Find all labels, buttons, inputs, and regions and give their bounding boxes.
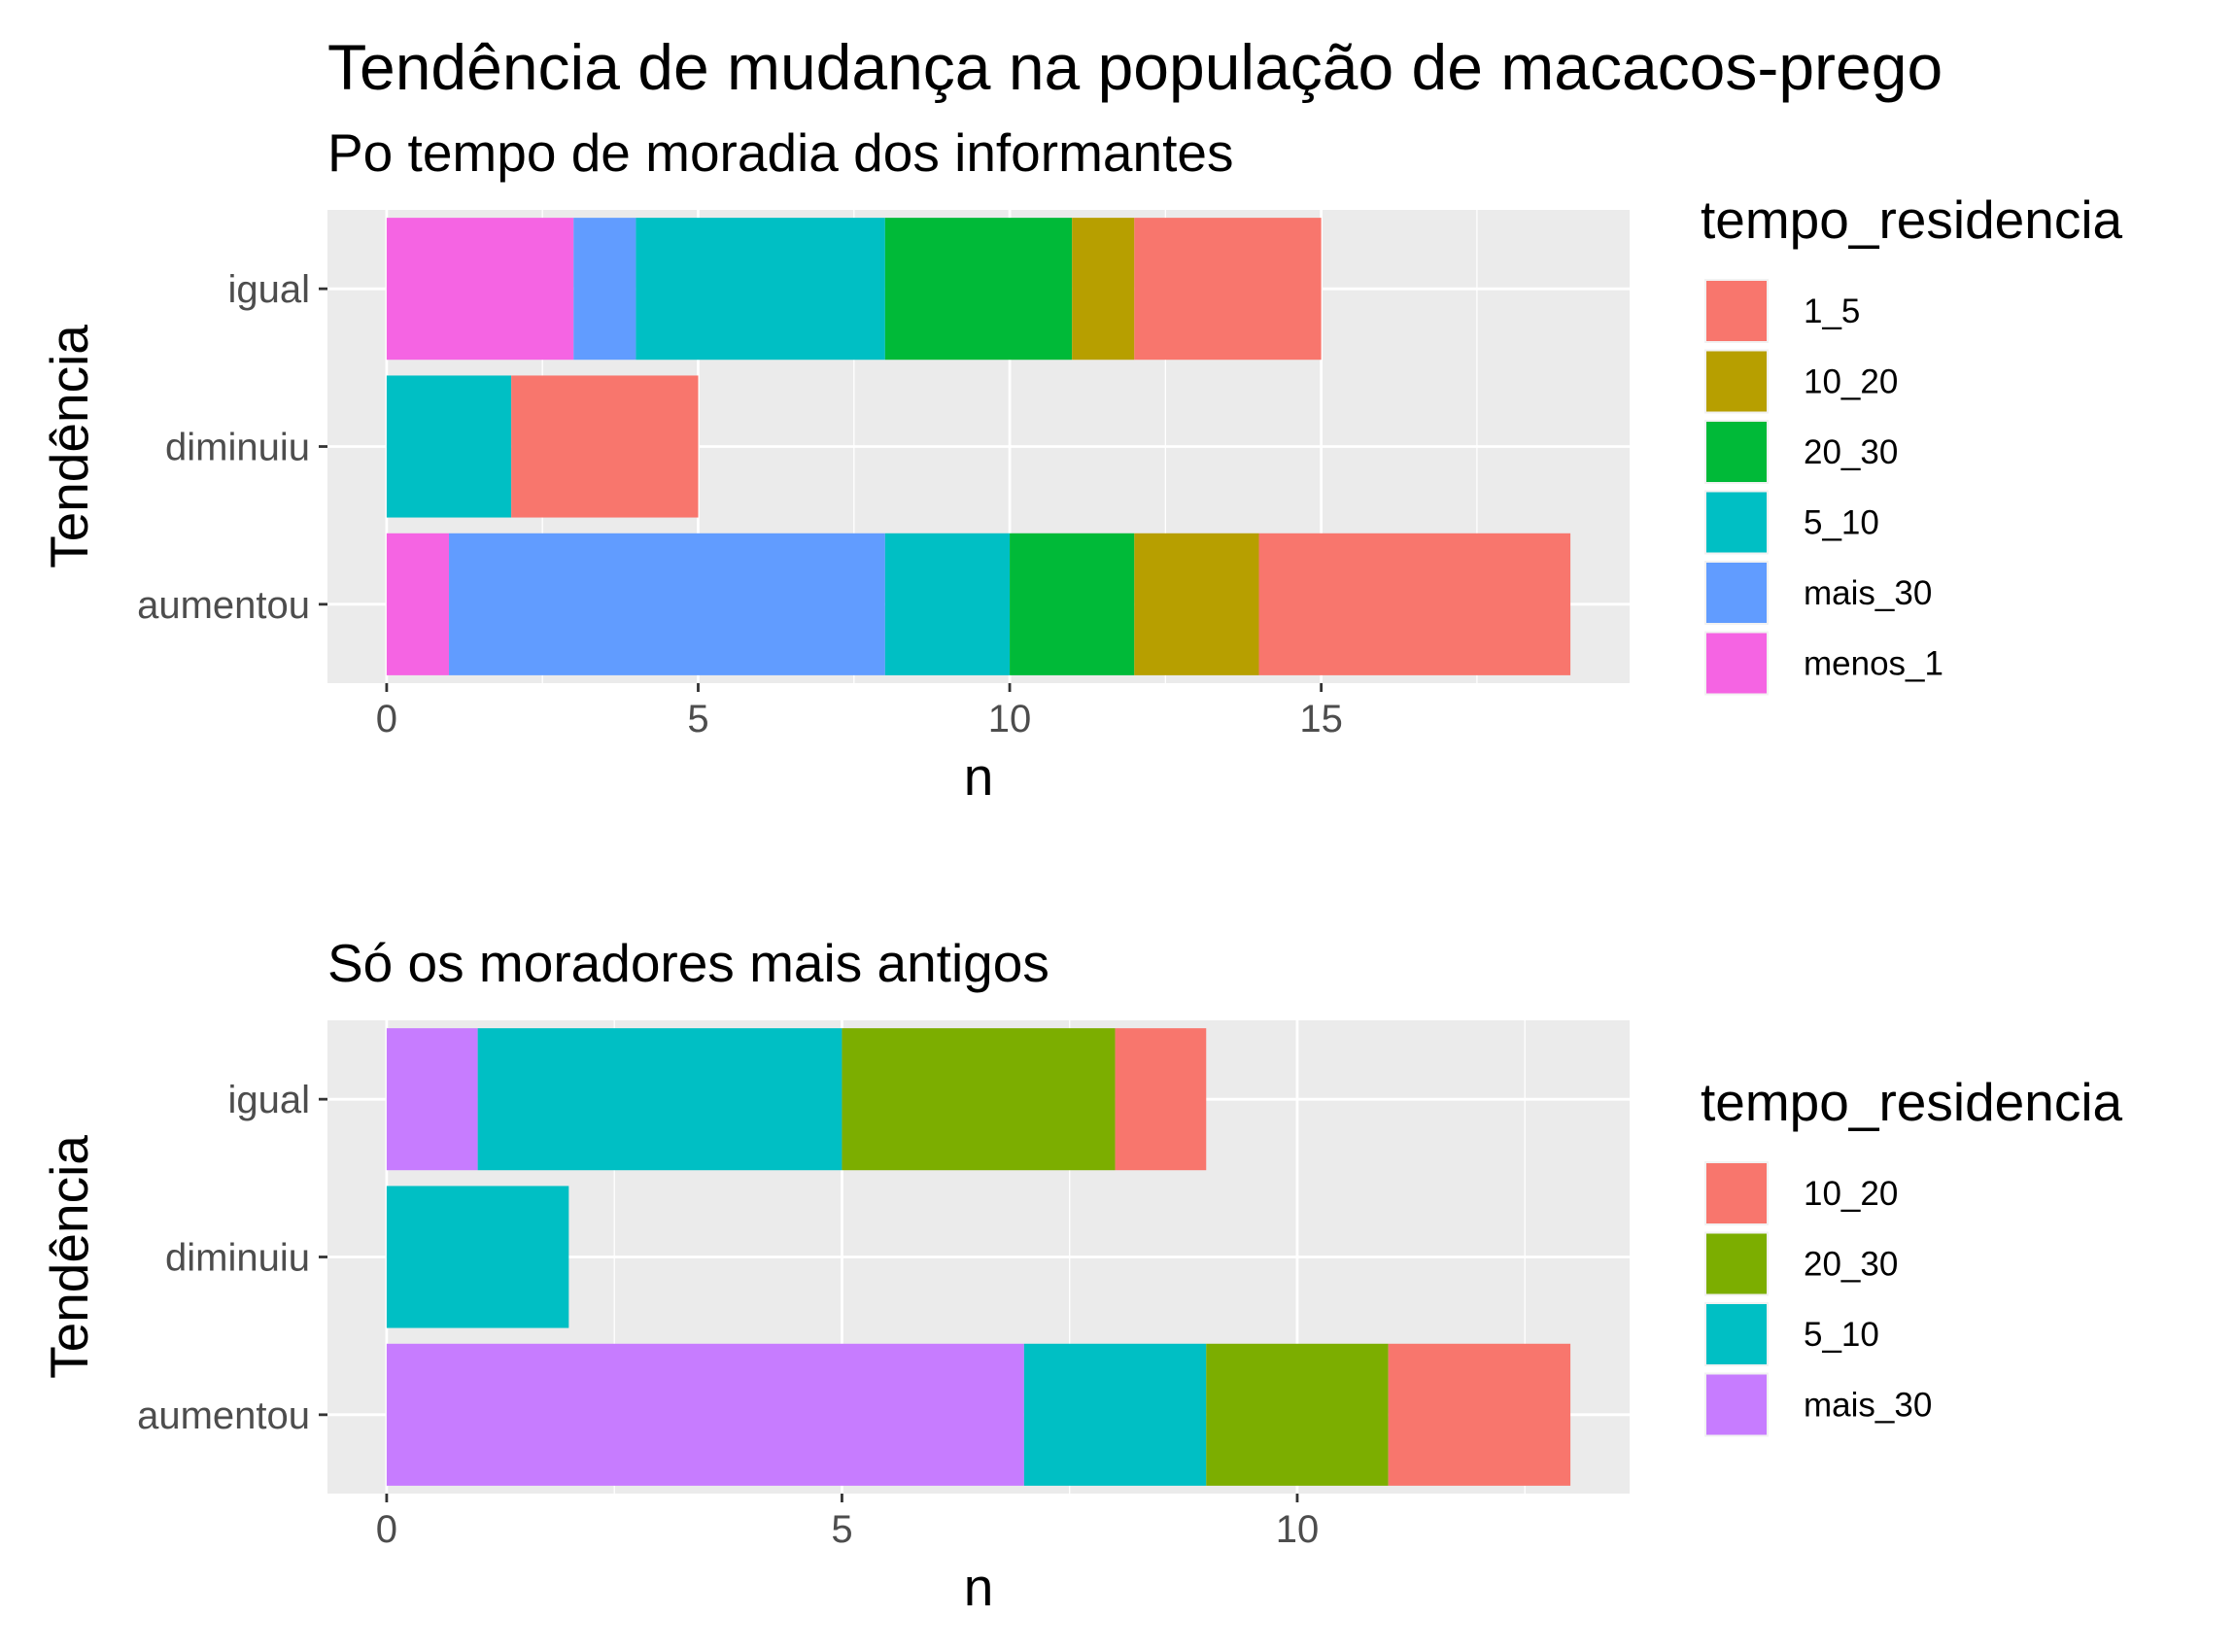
legend-swatch-menos-1 (1706, 634, 1767, 694)
y-axis-title: Tendência (39, 325, 99, 568)
bar-diminuiu-5-10 (387, 1186, 568, 1327)
bar-igual-10-20 (1116, 1028, 1207, 1170)
legend-swatch-mais-30 (1706, 1375, 1767, 1435)
bar-aumentou-1-5 (1259, 533, 1571, 675)
legend-label: mais_30 (1804, 1387, 1932, 1425)
legend-label: 1_5 (1804, 293, 1860, 330)
legend: tempo_residencia 10_20 20_30 5_10 mais_30 (1701, 1072, 2123, 1437)
legend-label: 10_20 (1804, 1175, 1898, 1213)
bar-igual-5-10 (478, 1028, 842, 1170)
x-tick-label: 0 (376, 1508, 397, 1551)
chart-subtitle: Só os moradores mais antigos (327, 933, 1049, 993)
bar-igual-10-20 (1072, 218, 1134, 360)
bar-aumentou-mais-30 (387, 1344, 1024, 1486)
bar-igual-20-30 (842, 1028, 1115, 1170)
legend-swatch-5-10 (1706, 493, 1767, 553)
bar-aumentou-mais-30 (449, 533, 885, 675)
y-tick-label: diminuiu (165, 427, 310, 469)
y-tick-label: aumentou (137, 584, 310, 627)
legend-label: 5_10 (1804, 504, 1879, 542)
x-tick-label: 15 (1299, 698, 1343, 740)
bar-aumentou-10-20 (1389, 1344, 1570, 1486)
y-tick-label: aumentou (137, 1394, 310, 1437)
bar-aumentou-20-30 (1010, 533, 1134, 675)
legend-title: tempo_residencia (1701, 189, 2123, 250)
x-tick-label: 5 (687, 698, 708, 740)
bar-igual-1-5 (1134, 218, 1321, 360)
legend-swatch-20-30 (1706, 422, 1767, 482)
legend-title: tempo_residencia (1701, 1072, 2123, 1132)
chart-subtitle: Po tempo de moradia dos informantes (327, 122, 1233, 183)
legend-swatch-1-5 (1706, 281, 1767, 341)
bar-aumentou-10-20 (1134, 533, 1258, 675)
bar-aumentou-5-10 (1024, 1344, 1206, 1486)
x-tick-label: 5 (831, 1508, 852, 1551)
y-tick-label: diminuiu (165, 1237, 310, 1280)
panel-oldest-residents: Só os moradores mais antigos igual diminui… (39, 933, 2123, 1617)
y-tick-label: igual (227, 268, 310, 311)
y-axis-title: Tendência (39, 1135, 99, 1379)
x-axis-title: n (964, 746, 994, 807)
x-tick-label: 0 (376, 698, 397, 740)
bar-diminuiu-1-5 (511, 375, 698, 517)
bar-aumentou-menos-1 (387, 533, 449, 675)
legend-label: 10_20 (1804, 363, 1898, 401)
bar-aumentou-5-10 (885, 533, 1010, 675)
legend-swatch-10-20 (1706, 352, 1767, 412)
bar-igual-menos-1 (387, 218, 573, 360)
legend-swatch-10-20 (1706, 1163, 1767, 1223)
legend-swatch-20-30 (1706, 1234, 1767, 1294)
main-title: Tendência de mudança na população de mac… (327, 31, 1943, 103)
x-tick-label: 10 (1276, 1508, 1320, 1551)
bar-igual-20-30 (885, 218, 1072, 360)
x-axis-title: n (964, 1557, 994, 1617)
legend-swatch-mais-30 (1706, 563, 1767, 623)
bar-igual-mais-30 (387, 1028, 478, 1170)
x-tick-label: 10 (988, 698, 1032, 740)
legend-label: 5_10 (1804, 1316, 1879, 1354)
bar-aumentou-20-30 (1206, 1344, 1388, 1486)
legend: tempo_residencia 1_5 10_20 20_30 5_10 mais_30… (1701, 189, 2123, 696)
bar-diminuiu-5-10 (387, 375, 511, 517)
legend-swatch-5-10 (1706, 1304, 1767, 1364)
legend-label: mais_30 (1804, 574, 1932, 612)
bar-igual-mais-30 (573, 218, 636, 360)
legend-label: 20_30 (1804, 1246, 1898, 1284)
y-tick-label: igual (227, 1079, 310, 1121)
panel-all-residents: Po tempo de moradia dos informantes igual… (39, 122, 2123, 807)
legend-label: 20_30 (1804, 433, 1898, 471)
bar-igual-5-10 (636, 218, 884, 360)
legend-label: menos_1 (1804, 645, 1943, 683)
